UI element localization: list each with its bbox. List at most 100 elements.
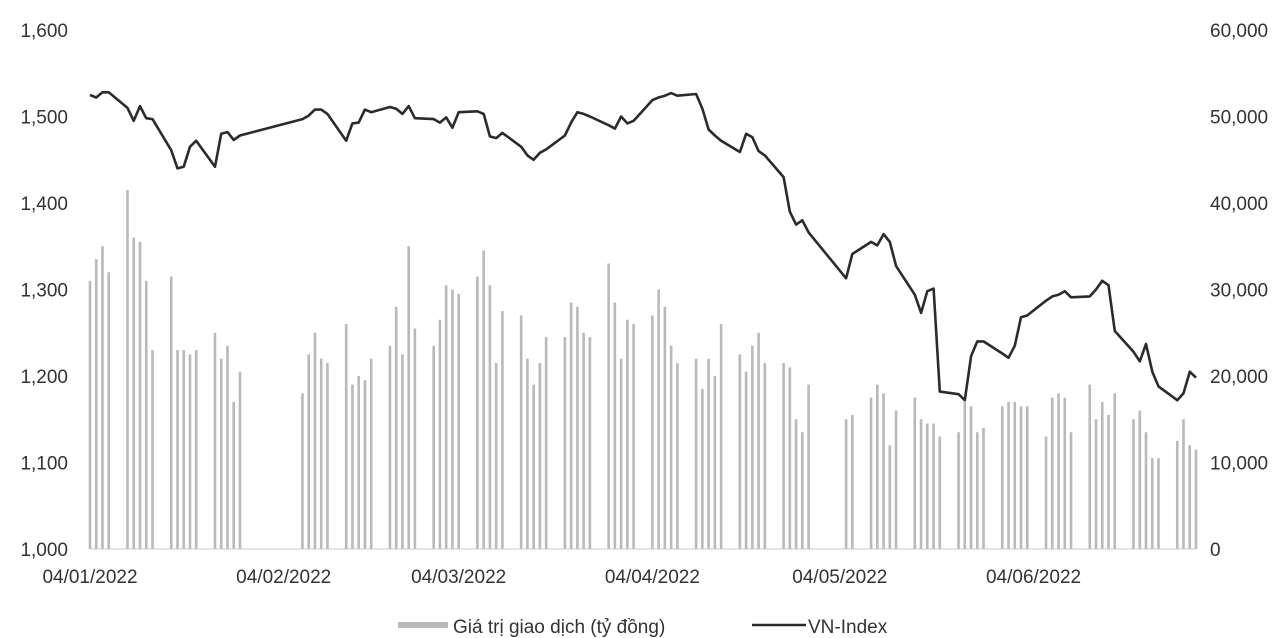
volume-bar [651, 315, 654, 549]
volume-bar [388, 345, 392, 549]
volume-bar [532, 384, 535, 549]
volume-bar [1107, 414, 1110, 549]
volume-bar [932, 423, 935, 549]
volume-bar [701, 388, 704, 549]
volume-bar [538, 363, 542, 549]
volume-bar [663, 306, 667, 549]
volume-bar [919, 419, 923, 549]
left-axis-tick-label: 1,100 [20, 454, 68, 475]
volume-bar [1025, 406, 1029, 549]
volume-bar [413, 328, 417, 549]
volume-bar [132, 237, 136, 549]
volume-bar [1150, 458, 1154, 549]
volume-bar [501, 311, 504, 549]
volume-bar [963, 401, 967, 549]
volume-bar [307, 354, 311, 549]
x-axis-tick-label: 04/02/2022 [236, 567, 331, 588]
volume-bar [144, 280, 148, 549]
volume-bar [1144, 432, 1148, 549]
volume-bar [407, 246, 410, 549]
volume-bar [763, 363, 767, 549]
volume-bar [438, 319, 442, 549]
volume-bar [519, 315, 523, 549]
x-axis-tick-label: 04/01/2022 [42, 567, 137, 588]
volume-bar [1132, 419, 1135, 549]
volume-bar [975, 432, 979, 549]
volume-bar [88, 280, 92, 549]
volume-bar [138, 241, 142, 550]
volume-bar [176, 350, 179, 549]
volume-bar [894, 410, 898, 549]
volume-bar [169, 276, 173, 549]
volume-bar [669, 345, 673, 549]
volume-bar [107, 272, 111, 549]
volume-bar [451, 289, 454, 549]
volume-bar [232, 401, 236, 549]
volume-bar [1050, 397, 1054, 549]
left-axis-ticks: 1,000 1,100 1,200 1,300 1,400 1,500 1,600 [20, 21, 68, 561]
volume-bar [569, 302, 573, 549]
volume-bar [476, 276, 479, 549]
vn-index-line [89, 91, 1197, 402]
volume-bar [457, 293, 460, 549]
volume-bar [982, 427, 985, 549]
volume-bar [488, 285, 492, 549]
volume-bar [482, 250, 485, 549]
legend-label-line: VN-Index [808, 617, 888, 638]
volume-bar [313, 332, 317, 549]
x-axis-tick-label: 04/03/2022 [411, 567, 506, 588]
volume-bar [1000, 406, 1004, 549]
volume-bar [938, 436, 942, 549]
legend-label-bars: Giá trị giao dịch (tỷ đồng) [453, 617, 665, 638]
volume-bar [801, 432, 804, 549]
volume-bar [1157, 458, 1160, 549]
volume-bar [401, 354, 404, 549]
volume-bar [1088, 384, 1092, 549]
right-axis-tick-label: 30,000 [1210, 281, 1268, 302]
volume-bar [1194, 449, 1198, 549]
legend: Giá trị giao dịch (tỷ đồng) VN-Index [398, 617, 888, 638]
volume-bar [1182, 419, 1185, 549]
volume-bar [544, 337, 548, 549]
volume-bar [588, 337, 592, 549]
volume-bar [182, 350, 186, 549]
volume-bar [369, 358, 373, 549]
volume-bar [926, 423, 929, 549]
right-axis-tick-label: 20,000 [1210, 367, 1268, 388]
left-axis-tick-label: 1,500 [20, 108, 68, 129]
volume-bar [226, 345, 229, 549]
volume-bar [582, 332, 585, 549]
x-axis-ticks: 04/01/2022 04/02/2022 04/03/2022 04/04/2022… [42, 567, 1081, 588]
volume-bar [238, 371, 242, 549]
volume-bar [1063, 397, 1067, 549]
volume-bar [807, 384, 810, 549]
volume-bar [869, 397, 873, 549]
volume-bar [126, 190, 129, 549]
volume-bar [794, 419, 798, 549]
volume-bar [194, 350, 198, 549]
right-axis-ticks: 0 10,000 20,000 30,000 40,000 50,000 60,000 [1210, 21, 1268, 561]
volume-bar [301, 393, 304, 549]
volume-bar [576, 306, 579, 549]
volume-bar [619, 358, 623, 549]
left-axis-tick-label: 1,200 [20, 367, 68, 388]
volume-bar [1175, 440, 1179, 549]
volume-bar [432, 345, 435, 549]
right-axis-tick-label: 0 [1210, 540, 1221, 561]
volume-bar [1019, 406, 1023, 549]
volume-bar [626, 319, 629, 549]
volume-bar [876, 384, 879, 549]
volume-bar [613, 302, 617, 549]
volume-bar [969, 406, 973, 549]
volume-bar [151, 350, 154, 549]
volume-bar [957, 432, 960, 549]
volume-bar [494, 363, 498, 549]
volume-bar [676, 363, 679, 549]
volume-bar [1188, 445, 1192, 549]
volume-bar [751, 345, 754, 549]
volume-bar [94, 259, 98, 549]
volume-bar [694, 358, 698, 549]
volume-bar [632, 324, 635, 549]
volume-bar [213, 332, 217, 549]
volume-bar [219, 358, 223, 549]
